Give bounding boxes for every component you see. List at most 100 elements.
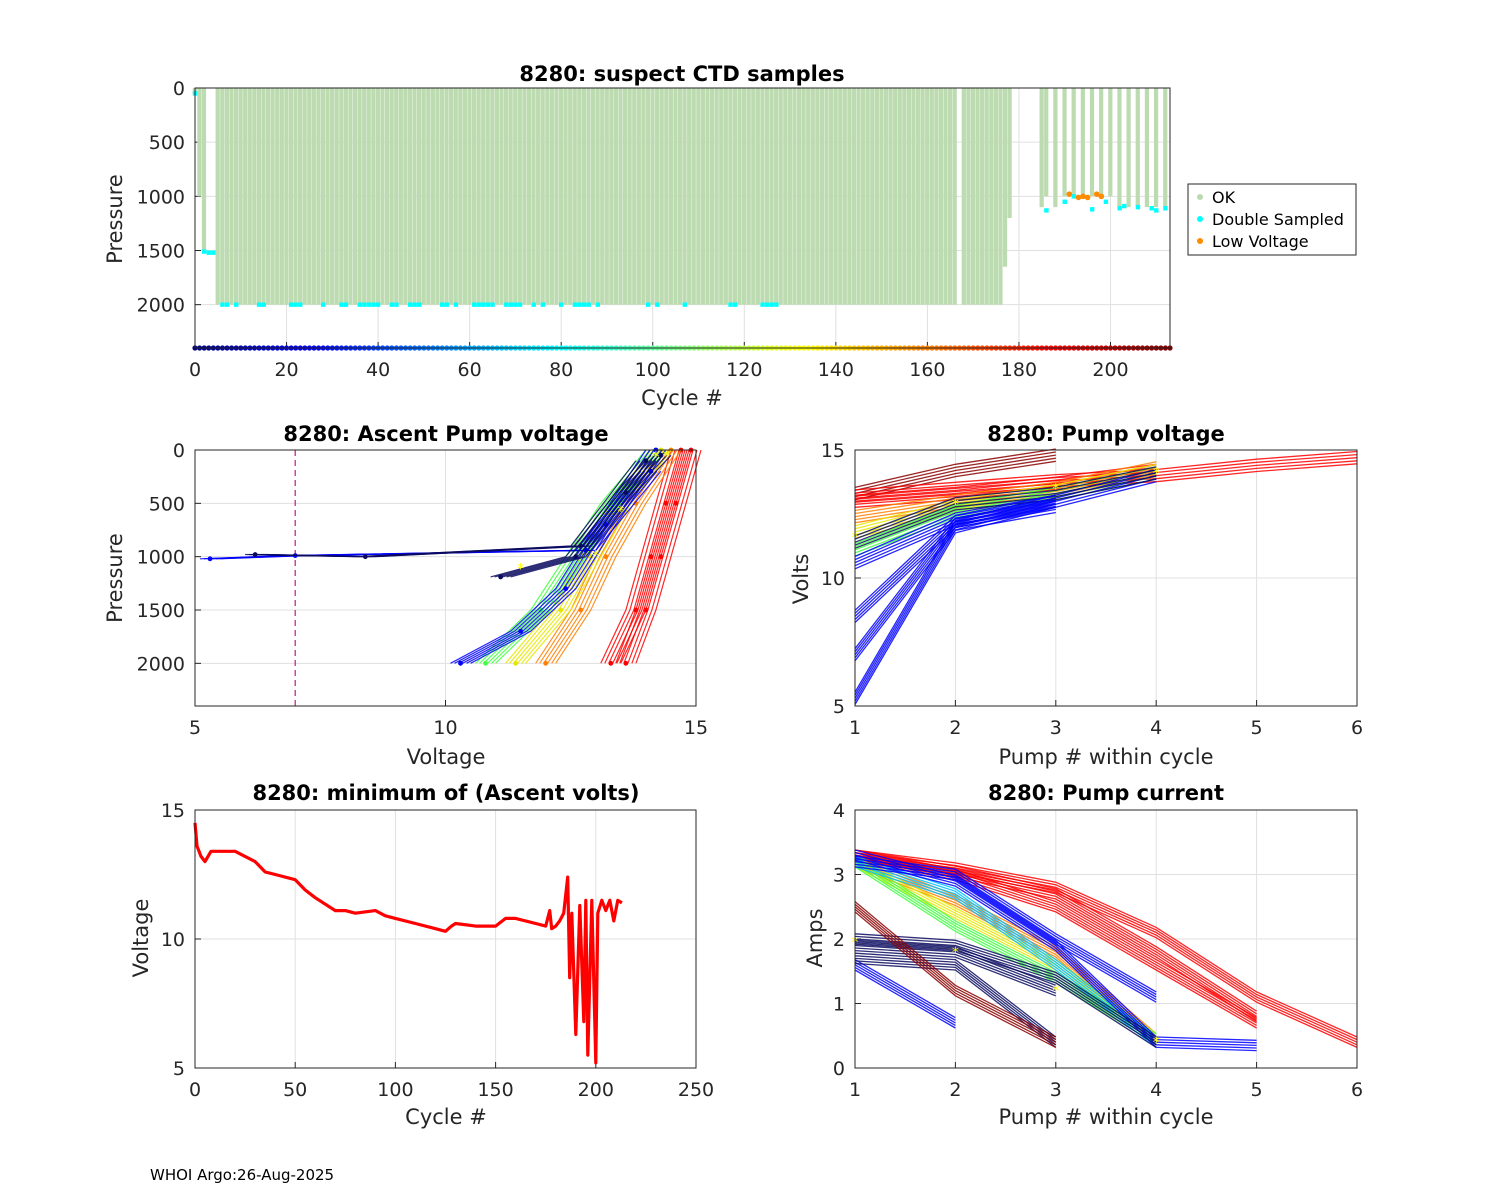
ok-sample-column bbox=[201, 88, 207, 251]
ok-sample-column bbox=[284, 88, 289, 305]
pump-current-line bbox=[854, 849, 1358, 1038]
ctd-chart-title: 8280: suspect CTD samples bbox=[519, 62, 844, 86]
ok-sample-column bbox=[481, 88, 486, 305]
pump-current-star: * bbox=[952, 945, 959, 961]
ascent-point bbox=[558, 607, 564, 613]
ascent-star-marker: * bbox=[592, 549, 599, 565]
min-volts-x-axis-label: Cycle # bbox=[405, 1105, 487, 1129]
ok-sample-column bbox=[632, 88, 637, 305]
p-ctd-xtick-label: 120 bbox=[726, 359, 762, 381]
pump-current-line bbox=[854, 966, 956, 1026]
ascent-series-line bbox=[620, 449, 692, 664]
double-sampled-point bbox=[1044, 208, 1049, 213]
ok-sample-column bbox=[819, 88, 825, 305]
ok-sample-column bbox=[279, 88, 284, 305]
ok-sample-column bbox=[751, 88, 756, 305]
ascent-point bbox=[578, 607, 584, 613]
legend-low-voltage-marker bbox=[1197, 238, 1203, 244]
pump-voltage-star: * bbox=[1153, 466, 1160, 482]
p-pumpc-marks: **** bbox=[852, 849, 1358, 1052]
pump-current-line bbox=[854, 906, 1057, 1043]
double-sampled-point bbox=[732, 302, 738, 307]
double-sampled-point bbox=[504, 302, 509, 307]
ok-sample-column bbox=[902, 88, 907, 305]
ok-sample-column bbox=[929, 88, 934, 305]
pump-voltage-line bbox=[854, 494, 1056, 611]
pump-voltage-line bbox=[854, 451, 1056, 492]
ascent-point bbox=[563, 586, 569, 592]
ascent-series-line bbox=[506, 454, 668, 578]
p-pumpc-xtick-label: 3 bbox=[1050, 1079, 1062, 1101]
pump-current-line bbox=[854, 849, 1257, 1019]
pump-current-line bbox=[1156, 1044, 1257, 1049]
double-sampled-point bbox=[774, 302, 779, 307]
ok-sample-column bbox=[870, 88, 875, 305]
ok-sample-column bbox=[1153, 88, 1159, 208]
ok-sample-column bbox=[774, 88, 779, 305]
pump-voltage-line bbox=[854, 448, 1056, 489]
p-pumpv-ytick-label: 5 bbox=[833, 696, 845, 718]
pump-voltage-line bbox=[854, 466, 1157, 537]
ascent-series-line bbox=[551, 449, 678, 664]
p-ctd-ytick-label: 500 bbox=[149, 132, 185, 154]
p-ascent-axes-frame bbox=[194, 449, 697, 707]
ok-sample-column bbox=[586, 88, 591, 305]
pump-current-series bbox=[854, 855, 1157, 1003]
ok-sample-column bbox=[407, 88, 413, 305]
ok-sample-column bbox=[270, 88, 275, 305]
ok-sample-column bbox=[366, 88, 371, 305]
pump-voltage-line bbox=[854, 457, 1056, 498]
ok-sample-column bbox=[430, 88, 435, 305]
pump-voltage-line bbox=[854, 472, 1157, 543]
pump-current-chart: 8280: Pump current Pump # within cycle A… bbox=[803, 781, 1363, 1129]
min-ascent-volts-chart: 8280: minimum of (Ascent volts) Cycle # … bbox=[129, 781, 714, 1129]
pump-current-line bbox=[1156, 1036, 1257, 1041]
pump-voltage-line bbox=[854, 506, 1056, 623]
double-sampled-point bbox=[490, 302, 495, 307]
ok-sample-column bbox=[925, 88, 930, 305]
pump-voltage-chart: 8280: Pump voltage Pump # within cycle V… bbox=[789, 422, 1363, 769]
ok-sample-column bbox=[851, 88, 857, 305]
p-pumpc-xtick-label: 6 bbox=[1351, 1079, 1363, 1101]
double-sampled-point bbox=[769, 302, 774, 307]
ok-sample-column bbox=[215, 88, 220, 305]
p-minv-xtick-label: 50 bbox=[283, 1079, 307, 1101]
double-sampled-point bbox=[439, 302, 445, 307]
ok-sample-column bbox=[307, 88, 312, 305]
double-sampled-point bbox=[298, 302, 303, 307]
double-sampled-point bbox=[595, 302, 601, 307]
pump-current-line bbox=[854, 961, 956, 1021]
ok-sample-column bbox=[330, 88, 335, 305]
ascent-series-line bbox=[604, 449, 676, 664]
pump-current-line bbox=[854, 962, 1057, 1048]
ascent-point bbox=[603, 554, 609, 560]
pump-voltage-line bbox=[854, 500, 1056, 617]
ok-sample-column bbox=[1126, 88, 1131, 208]
ascent-series-line bbox=[454, 449, 651, 664]
double-sampled-point bbox=[513, 302, 518, 307]
ascent-series-line bbox=[521, 449, 668, 664]
pump-current-line bbox=[1156, 1038, 1257, 1044]
ascent-series-line bbox=[555, 449, 682, 664]
ok-sample-column bbox=[197, 88, 202, 197]
double-sampled-point bbox=[1135, 204, 1141, 210]
pump-voltage-line bbox=[854, 454, 1056, 495]
pump-current-series bbox=[854, 939, 1057, 997]
ok-sample-column bbox=[709, 88, 715, 305]
ascent-series-line bbox=[490, 454, 652, 578]
pump-current-line bbox=[854, 933, 1157, 1038]
pump-voltage-line bbox=[854, 461, 1157, 512]
ascent-point bbox=[252, 552, 258, 557]
ok-sample-column bbox=[549, 88, 554, 305]
ok-sample-column bbox=[627, 88, 632, 305]
p-ascent-ytick-label: 1500 bbox=[137, 600, 185, 622]
ok-sample-column bbox=[513, 88, 518, 305]
ascent-point bbox=[623, 660, 629, 666]
pump-current-star: * bbox=[1052, 984, 1059, 1000]
ok-sample-column bbox=[261, 88, 266, 305]
ok-sample-column bbox=[622, 88, 628, 305]
ok-sample-column bbox=[723, 88, 728, 305]
ok-sample-column bbox=[522, 88, 527, 305]
ok-sample-column bbox=[558, 88, 564, 305]
